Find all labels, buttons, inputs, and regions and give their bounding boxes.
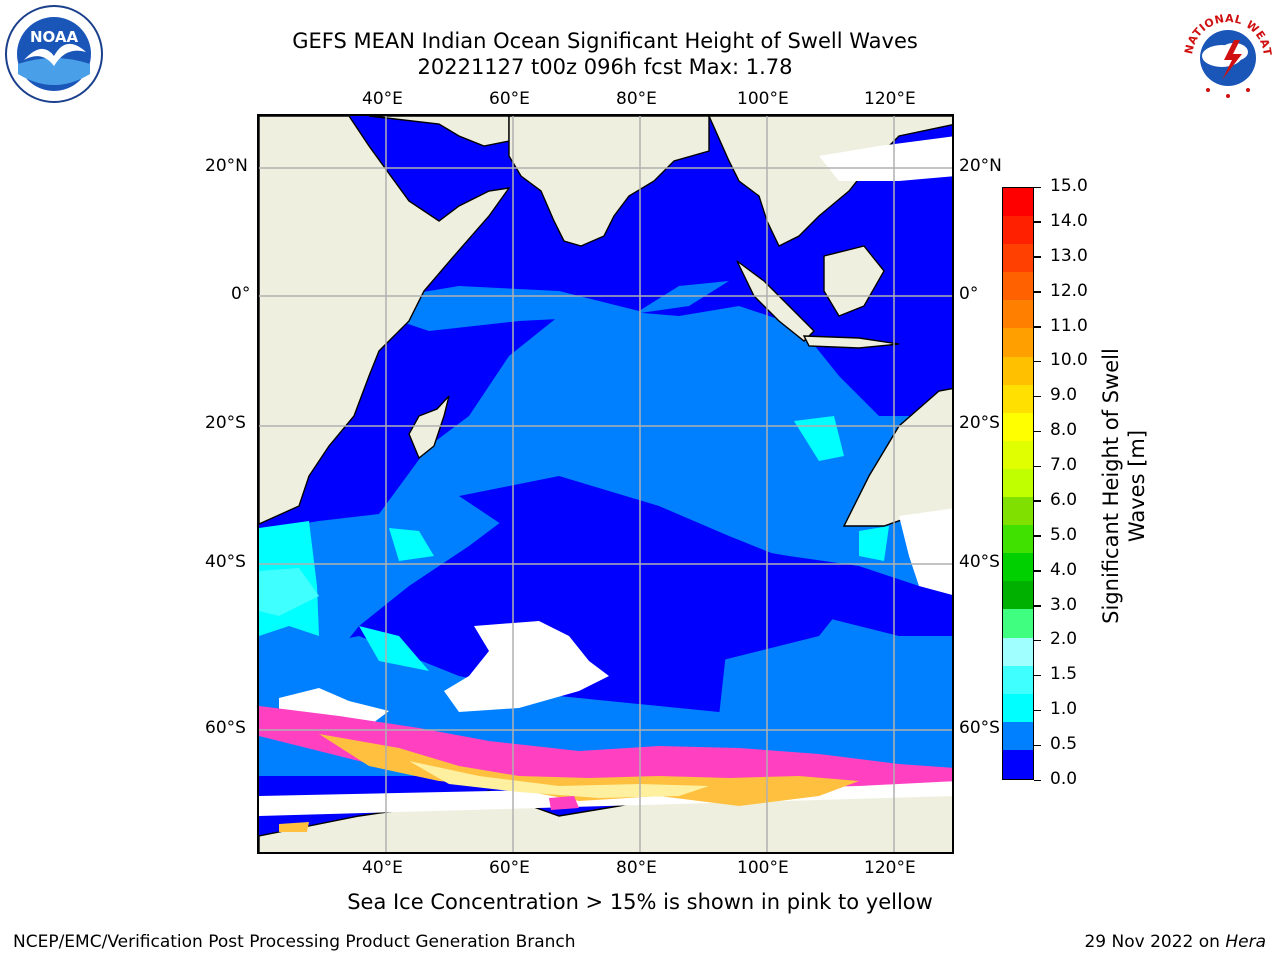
colorbar-segment [1003, 384, 1033, 414]
colorbar-tick-label: 2.0 [1050, 629, 1078, 650]
colorbar-tick-label: 6.0 [1050, 489, 1078, 510]
colorbar-segment [1003, 356, 1033, 386]
footer-host: Hera [1225, 932, 1266, 952]
lat-label-left-0: 0° [231, 284, 251, 304]
colorbar-segment [1003, 244, 1033, 273]
colorbar-tick-label: 15.0 [1050, 176, 1088, 196]
colorbar-tick-mark [1034, 465, 1041, 468]
colorbar-tick-mark [1034, 535, 1041, 537]
colorbar-segment [1003, 468, 1033, 498]
lat-label-right-20n: 20°N [959, 156, 1002, 176]
colorbar-tick-mark [1034, 256, 1041, 258]
colorbar-segment [1003, 188, 1033, 217]
colorbar-tick-mark [1034, 500, 1041, 502]
lon-label-top-100e: 100°E [737, 89, 789, 109]
colorbar-label-line1: Significant Height of Swell [1099, 348, 1123, 624]
lon-label-top-40e: 40°E [362, 89, 403, 109]
colorbar-segment [1003, 497, 1033, 526]
colorbar-tick-mark [1034, 291, 1041, 293]
lon-label-bottom-80e: 80°E [616, 858, 657, 878]
colorbar-label-line2: Waves [m] [1125, 429, 1149, 543]
colorbar-tick-mark [1034, 186, 1041, 188]
colorbar-segment [1003, 216, 1033, 245]
graticule [259, 116, 952, 852]
colorbar-tick-mark [1034, 430, 1041, 433]
colorbar-segment [1003, 412, 1033, 442]
footer-date: 29 Nov 2022 on Hera [1084, 932, 1266, 952]
lat-label-right-0: 0° [959, 284, 979, 304]
noaa-logo: NOAA [4, 4, 104, 104]
colorbar-tick-mark [1034, 326, 1041, 328]
map-canvas [259, 116, 952, 852]
map-panel [257, 114, 954, 854]
swell-band-1.5-2.0 [259, 568, 319, 616]
colorbar-tick-mark [1034, 570, 1041, 572]
colorbar-tick-label: 5.0 [1050, 524, 1078, 545]
lat-label-left-60s: 60°S [205, 718, 246, 738]
colorbar-tick-mark [1034, 221, 1041, 223]
lon-label-top-120e: 120°E [864, 89, 916, 109]
footer-date-text: 29 Nov 2022 on [1084, 932, 1226, 952]
colorbar-segment [1003, 637, 1033, 667]
colorbar-tick-label: 13.0 [1050, 245, 1088, 266]
lon-label-bottom-100e: 100°E [737, 858, 789, 878]
colorbar-tick-label: 0.5 [1050, 734, 1078, 755]
colorbar-segment [1003, 693, 1033, 723]
colorbar-segment [1003, 749, 1033, 779]
colorbar [1002, 187, 1034, 780]
colorbar-tick-mark [1034, 605, 1041, 607]
colorbar-tick-mark [1034, 674, 1041, 677]
lat-label-right-40s: 40°S [959, 552, 1000, 572]
colorbar-segment [1003, 328, 1033, 358]
colorbar-tick-label: 1.5 [1050, 664, 1078, 685]
colorbar-tick-label: 9.0 [1050, 385, 1078, 406]
chart-subtitle: 20221127 t00z 096h fcst Max: 1.78 [417, 55, 793, 79]
colorbar-segment [1003, 581, 1033, 611]
colorbar-tick-mark [1034, 360, 1041, 363]
nws-logo: NATIONAL WEATHER SERVICE [1173, 0, 1278, 104]
colorbar-segment [1003, 609, 1033, 639]
colorbar-tick-label: 14.0 [1050, 210, 1088, 231]
colorbar-tick-mark [1034, 744, 1041, 747]
lon-label-bottom-60e: 60°E [489, 858, 530, 878]
lon-label-top-80e: 80°E [616, 89, 657, 109]
colorbar-tick-label: 0.0 [1050, 769, 1078, 789]
colorbar-tick-label: 4.0 [1050, 559, 1078, 580]
footer-credit: NCEP/EMC/Verification Post Processing Pr… [13, 932, 576, 952]
colorbar-segment [1003, 300, 1033, 330]
chart-title: GEFS MEAN Indian Ocean Significant Heigh… [292, 29, 918, 53]
noaa-logo-text: NOAA [30, 28, 79, 46]
colorbar-segment [1003, 272, 1033, 301]
sea-ice-note: Sea Ice Concentration > 15% is shown in … [347, 890, 933, 914]
lat-label-right-60s: 60°S [959, 718, 1000, 738]
colorbar-segment [1003, 440, 1033, 470]
lon-label-top-60e: 60°E [489, 89, 530, 109]
lat-label-left-40s: 40°S [205, 552, 246, 572]
colorbar-segment [1003, 525, 1033, 554]
colorbar-tick-label: 11.0 [1050, 315, 1088, 336]
colorbar-tick-label: 7.0 [1050, 455, 1078, 476]
colorbar-tick-mark [1034, 639, 1041, 642]
lat-label-left-20n: 20°N [205, 156, 248, 176]
colorbar-tick-label: 12.0 [1050, 280, 1088, 301]
colorbar-segment [1003, 553, 1033, 582]
colorbar-tick-label: 1.0 [1050, 699, 1078, 720]
sea-ice-band [259, 706, 952, 832]
colorbar-tick-mark [1034, 395, 1041, 398]
colorbar-tick-mark [1034, 779, 1041, 781]
colorbar-segment [1003, 665, 1033, 695]
colorbar-segment [1003, 721, 1033, 751]
lon-label-bottom-40e: 40°E [362, 858, 403, 878]
lat-label-right-20s: 20°S [959, 413, 1000, 433]
colorbar-tick-label: 8.0 [1050, 420, 1078, 441]
colorbar-tick-mark [1034, 709, 1041, 712]
lat-label-left-20s: 20°S [205, 413, 246, 433]
colorbar-tick-label: 3.0 [1050, 594, 1078, 615]
lon-label-bottom-120e: 120°E [864, 858, 916, 878]
colorbar-tick-label: 10.0 [1050, 350, 1088, 371]
